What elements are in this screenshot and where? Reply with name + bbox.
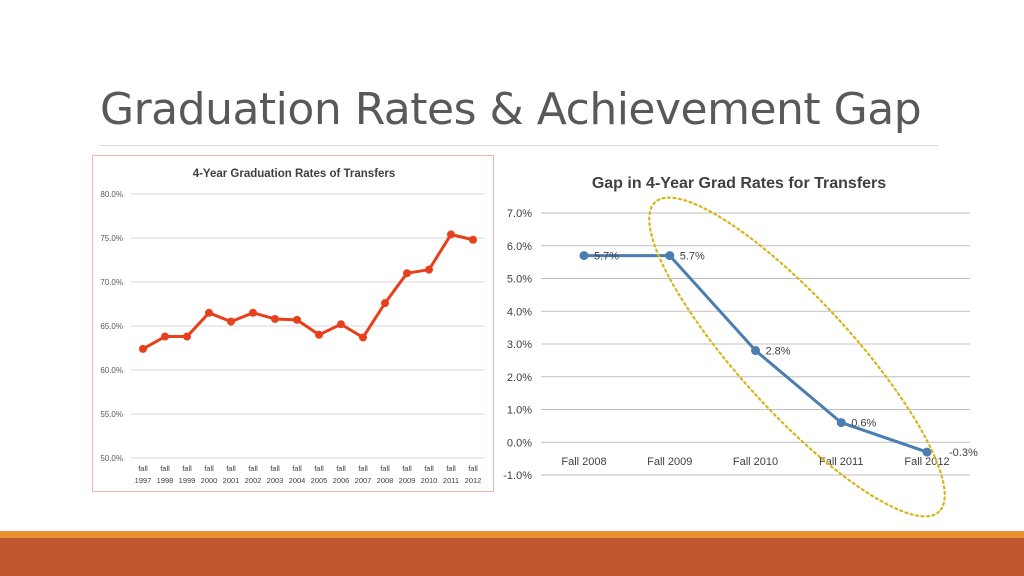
chart1-x-tick-label: fall [380,464,390,473]
chart1-x-tick-label: 2011 [443,476,459,485]
chart1-point [447,230,455,239]
chart1-x-tick-label: 2009 [399,476,416,485]
chart1-point [183,332,191,341]
chart2-point [922,447,932,457]
chart1-x-tick-label: fall [446,464,456,473]
chart2-y-tick-label: 2.0% [507,372,532,384]
chart1-x-tick-label: 2004 [289,476,306,485]
chart1-x-tick-label: 2005 [311,476,328,485]
chart2-point [836,418,846,428]
chart1-y-tick-label: 50.0% [100,454,123,463]
chart1-x-tick-label: fall [336,464,346,473]
chart1-x-tick-label: 2002 [245,476,262,485]
chart1-x-tick-label: fall [204,464,214,473]
chart1-x-tick-label: 2003 [267,476,284,485]
chart2-y-tick-label: 4.0% [507,306,532,318]
chart1-x-tick-label: fall [248,464,258,473]
chart1-point [337,320,345,329]
chart2-x-tick-label: Fall 2010 [733,456,778,468]
chart2-point [665,251,675,261]
chart2-y-tick-label: 7.0% [507,208,532,220]
chart1-x-tick-label: fall [358,464,368,473]
chart2-title: Gap in 4-Year Grad Rates for Transfers [592,175,886,192]
footer-band [0,538,1024,576]
chart1-y-tick-label: 75.0% [100,234,123,243]
chart1-y-tick-label: 55.0% [100,410,123,419]
chart2-data-label: 2.8% [766,346,791,358]
chart2-highlight-ellipse [648,196,946,518]
chart1-x-tick-label: fall [424,464,434,473]
chart1-point [161,332,169,341]
chart1-x-tick-label: fall [182,464,192,473]
chart1-y-tick-label: 60.0% [100,366,123,375]
chart1-point [425,265,433,274]
chart1-x-tick-label: fall [138,464,148,473]
chart1-point [293,315,301,324]
chart1-x-tick-label: fall [468,464,478,473]
chart1-point [381,299,389,308]
slide-title: Graduation Rates & Achievement Gap [100,84,922,135]
chart1-y-tick-label: 65.0% [100,322,123,331]
chart1-title: 4-Year Graduation Rates of Transfers [193,168,396,180]
chart1-x-tick-label: fall [292,464,302,473]
chart2-y-tick-label: 1.0% [507,405,532,417]
chart2-x-tick-label: Fall 2008 [561,456,606,468]
chart1-x-tick-label: 2000 [201,476,218,485]
chart1-x-tick-label: fall [314,464,324,473]
chart1-point [227,317,235,326]
chart2-point [579,251,589,261]
chart1-x-tick-label: fall [402,464,412,473]
chart1-point [359,333,367,342]
chart1-x-tick-label: 2001 [223,476,240,485]
title-divider [100,145,938,146]
chart1-x-tick-label: 2010 [421,476,438,485]
chart1-x-tick-label: fall [226,464,236,473]
chart2-y-tick-label: 5.0% [507,274,532,286]
chart1-series-line [142,232,474,351]
chart1-x-tick-label: 2007 [355,476,372,485]
chart2-y-tick-label: 3.0% [507,339,532,351]
chart1-point [249,308,257,317]
chart2-data-label: 5.7% [594,251,619,263]
chart1-x-tick-label: 2006 [333,476,350,485]
chart1-x-tick-label: fall [160,464,170,473]
chart2-x-tick-label: Fall 2009 [647,456,692,468]
chart2-y-tick-label: -1.0% [503,470,532,482]
chart1-x-tick-label: 2008 [377,476,394,485]
chart2-data-label: 0.6% [851,418,876,430]
chart2-point [751,346,760,356]
chart1-point [205,308,213,317]
chart2-data-label: -0.3% [949,447,978,459]
chart1-x-tick-label: fall [270,464,280,473]
chart1-frame [92,155,494,492]
chart1-point [271,314,279,323]
chart2-y-tick-label: 6.0% [507,241,532,253]
chart1-point [139,344,147,353]
footer-accent-stripe [0,531,1024,538]
chart1-y-tick-label: 80.0% [100,190,123,199]
chart2-x-tick-label: Fall 2012 [904,456,949,468]
chart1-x-tick-label: 1998 [157,476,174,485]
chart1-point [469,235,477,244]
chart1-point [403,269,411,278]
chart1-x-tick-label: 1997 [135,476,152,485]
chart1-plot: 50.0% 55.0% 60.0% 65.0% 70.0% 75.0% 80.0% fall 1… [100,190,485,485]
chart1-x-tick-label: 1999 [179,476,196,485]
chart2-y-tick-label: 0.0% [507,437,532,449]
chart2-plot: -1.0% 0.0% 1.0% 2.0% 3.0% 4.0% 5.0% 6.0% 7.0% Fal… [503,196,978,518]
chart1-x-tick-label: 2012 [465,476,482,485]
chart1-y-tick-label: 70.0% [100,278,123,287]
chart2-x-tick-label: Fall 2011 [819,456,863,468]
chart1-point [315,330,323,339]
chart2-data-label: 5.7% [680,251,705,263]
